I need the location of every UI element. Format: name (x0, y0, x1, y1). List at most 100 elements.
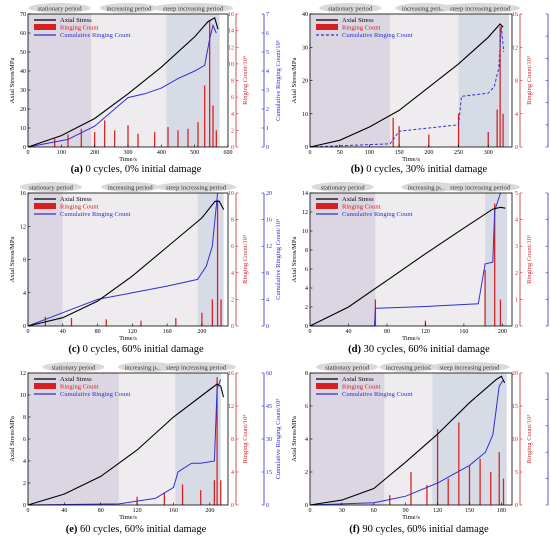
ringing-bar (468, 465, 471, 505)
y-mid-tick-label: 12 (512, 45, 518, 51)
y-mid-tick-label: 4 (515, 218, 518, 224)
ringing-bar (220, 480, 222, 505)
y-left-tick-label: 8 (305, 371, 308, 377)
x-tick-label: 90 (403, 508, 409, 514)
ringing-bar (177, 130, 179, 147)
x-tick-label: 30 (339, 508, 345, 514)
stationary-period-label: stationary period (328, 6, 373, 13)
period-pill (311, 182, 374, 192)
panel-caption-text: 30 cycles, 60% initial damage (361, 344, 490, 355)
stationary-band (28, 193, 63, 326)
x-tick-label: 150 (395, 150, 404, 156)
x-tick-label: 0 (27, 150, 30, 156)
y-left-tick-label: 20 (20, 107, 26, 113)
x-tick-label: 0 (27, 329, 30, 335)
ringing-bar (490, 472, 492, 505)
axial-stress-line (27, 16, 219, 148)
increasing-band (390, 14, 459, 147)
legend-ringing-swatch (316, 24, 338, 30)
legend-ringing-label: Ringing Count (60, 25, 99, 32)
y-left-axis-title: Axial Stress/MPa (9, 58, 16, 104)
y-left-axis-title: Axial Stress/MPa (291, 58, 298, 104)
y-right-tick-label: 12 (266, 244, 272, 250)
ringing-bar (154, 132, 156, 147)
increasing-period-label: increasing period (402, 6, 448, 13)
y-mid-tick-label: 4 (515, 112, 518, 118)
y-mid-tick-label: 2 (231, 297, 234, 303)
y-right-tick-label: 20 (266, 191, 272, 197)
panel-caption-label: (c) (68, 344, 80, 355)
legend-cumulative-label: Cumulative Ringing Count (342, 391, 413, 398)
x-tick-label: 50 (337, 150, 343, 156)
ringing-bar (213, 480, 215, 505)
y-left-tick-label: 0 (305, 145, 308, 151)
x-tick-label: 180 (497, 508, 506, 514)
x-tick-label: 80 (384, 329, 390, 335)
panel-caption-text: 0 cycles, 60% initial damage (80, 344, 204, 355)
x-tick-label: 300 (124, 150, 133, 156)
x-tick-label: 100 (57, 150, 66, 156)
increasing-period-label: increasing period (108, 185, 154, 192)
y-left-axis-title: Axial Stress/MPa (9, 416, 16, 462)
y-right-tick-label: 16 (266, 218, 272, 224)
ringing-bar (487, 132, 489, 147)
x-axis-title: Time/s (119, 514, 137, 521)
ringing-bar (211, 299, 213, 326)
y-left-tick-label: 2 (305, 305, 308, 311)
cumulative-ringing-line (309, 26, 505, 148)
y-mid-tick-label: 20 (512, 371, 518, 377)
ringing-bar (220, 299, 222, 326)
panel-caption-label: (d) (348, 344, 361, 355)
x-tick-label: 80 (95, 329, 101, 335)
x-tick-label: 160 (169, 508, 178, 514)
y-right-tick-label: 15 (266, 470, 272, 476)
y-left-tick-label: 50 (20, 50, 26, 56)
legend-cumulative-label: Cumulative Ringing Count (60, 211, 131, 218)
ringing-bar (494, 203, 496, 326)
ringing-bar (140, 320, 142, 326)
ringing-bar (105, 319, 107, 326)
y-right-tick-label: 5 (266, 50, 269, 56)
increasing-band (118, 373, 176, 505)
y-left-tick-label: 6 (305, 267, 308, 273)
increasing-period-label: increasing period (106, 6, 152, 13)
ringing-bar (114, 130, 116, 147)
stationary-band (28, 373, 119, 505)
y-right-tick-label: 30 (266, 437, 272, 443)
y-left-tick-label: 6 (23, 437, 26, 443)
y-mid-tick-label: 2 (515, 271, 518, 277)
x-tick-label: 40 (345, 329, 351, 335)
ringing-bar (137, 133, 139, 147)
cumulative-ringing-line (27, 379, 222, 506)
y-left-tick-label: 0 (305, 503, 308, 509)
panel-caption: (f) 90 cycles, 60% initial damage (349, 524, 489, 535)
panel-caption: (d) 30 cycles, 60% initial damage (348, 344, 490, 355)
period-pill (395, 3, 454, 13)
ringing-bar (502, 478, 505, 505)
y-left-tick-label: 10 (20, 126, 26, 132)
x-tick-label: 0 (27, 508, 30, 514)
x-tick-label: 400 (157, 150, 166, 156)
period-pill (20, 182, 82, 192)
stationary-band (310, 193, 376, 326)
increasing-period-label: increasing period (125, 365, 171, 372)
ringing-bar (127, 125, 129, 147)
x-tick-label: 120 (433, 508, 442, 514)
y-left-tick-label: 30 (20, 88, 26, 94)
steep-band (458, 14, 510, 147)
y-left-tick-label: 12 (20, 224, 26, 230)
y-left-tick-label: 40 (302, 12, 308, 18)
y-mid-tick-label: 8 (231, 79, 234, 85)
panel-caption-label: (f) (349, 524, 360, 535)
y-left-tick-label: 16 (20, 191, 26, 197)
y-left-tick-label: 10 (302, 112, 308, 118)
y-mid-tick-label: 0 (515, 324, 518, 330)
y-mid-axis-title: Ringing Count/10³ (242, 235, 249, 284)
period-pill (42, 362, 105, 372)
panel-caption-text: 90 cycles, 60% initial damage (360, 524, 489, 535)
ringing-bar (54, 138, 56, 147)
y-mid-tick-label: 16 (228, 12, 234, 18)
